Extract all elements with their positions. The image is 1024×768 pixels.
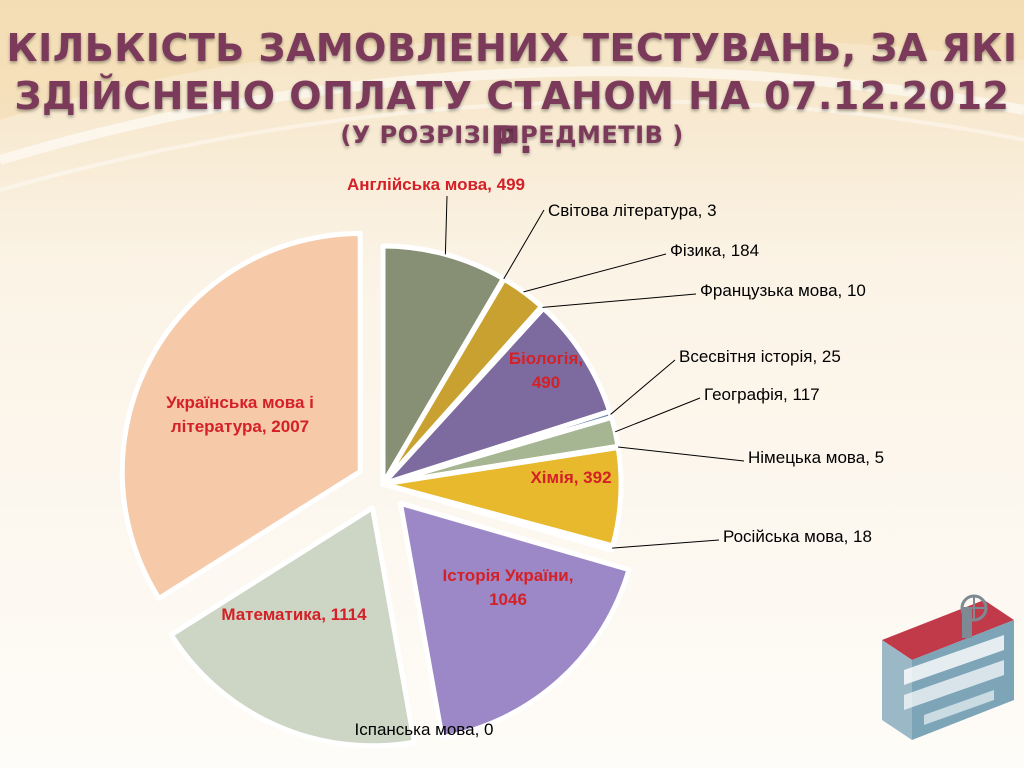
pie-slice-14 — [119, 230, 363, 601]
leader-lines — [444, 195, 745, 549]
slice-label-12: Іспанська мова, 0 — [355, 720, 494, 739]
leader-line-10 — [612, 539, 720, 549]
slice-label-14: Українська мова і література, 2007 — [166, 393, 314, 436]
pie-slices — [119, 230, 632, 749]
slice-label-3: Фізика, 184 — [670, 241, 759, 260]
slice-label-7: Географія, 117 — [704, 385, 820, 404]
leader-line-4 — [542, 293, 697, 308]
pie-slice-11 — [397, 500, 632, 741]
university-logo-icon — [882, 594, 1014, 740]
slice-label-9: Хімія, 392 — [530, 468, 611, 487]
leader-line-2 — [503, 209, 545, 280]
slice-label-6: Всесвітня історія, 25 — [679, 347, 841, 366]
slice-label-4: Французька мова, 10 — [700, 281, 866, 300]
leader-line-8 — [618, 446, 745, 462]
pie-slice-5 — [380, 305, 613, 487]
slice-label-13: Математика, 1114 — [221, 605, 367, 624]
title-line-1: КІЛЬКІСТЬ ЗАМОВЛЕНИХ ТЕСТУВАНЬ, ЗА ЯКІ — [6, 26, 1018, 70]
slice-label-5: Біологія, 490 — [509, 349, 583, 392]
title-line-2: ЗДІЙСНЕНО ОПЛАТУ СТАНОМ НА 07.12.2012 Р. — [14, 74, 1010, 162]
slice-label-8: Німецька мова, 5 — [748, 448, 884, 467]
slice-labels: Англійська мова, 499 Світова література, … — [166, 175, 884, 739]
leader-line-7 — [615, 397, 701, 433]
leader-line-1 — [444, 195, 448, 255]
leader-line-6 — [610, 359, 676, 415]
title-line-3: (У РОЗРІЗІ ПРЕДМЕТІВ ) — [340, 121, 684, 149]
slice-label-11: Історія України, 1046 — [443, 566, 574, 609]
slice-label-2: Світова література, 3 — [548, 201, 717, 220]
slice-label-1: Англійська мова, 499 — [347, 175, 525, 194]
slice-label-10: Російська мова, 18 — [723, 527, 872, 546]
pie-slice-13 — [168, 505, 417, 749]
leader-line-3 — [523, 253, 667, 293]
